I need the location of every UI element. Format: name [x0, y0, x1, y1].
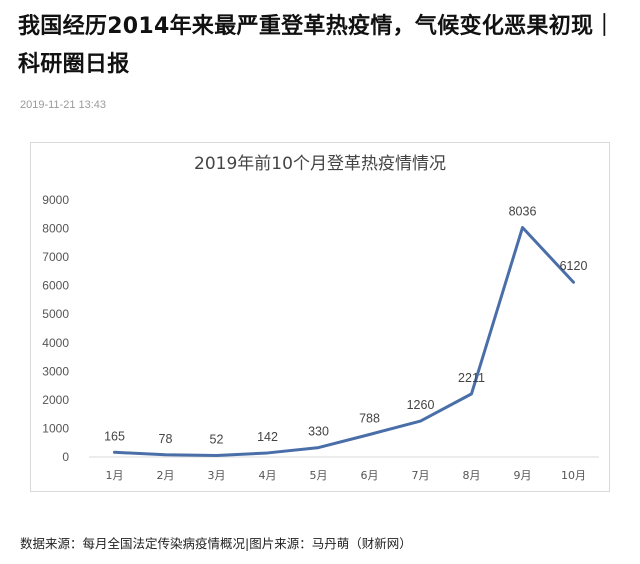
y-tick-label: 2000	[42, 393, 69, 407]
y-tick-label: 8000	[42, 222, 69, 236]
data-labels: 165 78 52 142 330 788 1260 2211 8036 6120	[104, 205, 587, 447]
x-tick-label: 4月	[259, 469, 277, 482]
data-label: 1260	[407, 398, 435, 412]
y-tick-label: 6000	[42, 279, 69, 293]
y-tick-label: 9000	[42, 193, 69, 207]
data-label: 6120	[560, 259, 588, 273]
data-label: 52	[210, 433, 224, 447]
dengue-cases-line	[113, 226, 575, 458]
x-tick-label: 6月	[361, 469, 379, 482]
x-tick-label: 2月	[157, 469, 175, 482]
y-tick-label: 1000	[42, 421, 69, 435]
data-label: 330	[308, 425, 329, 439]
data-label: 165	[104, 429, 125, 443]
y-tick-label: 7000	[42, 250, 69, 264]
x-tick-label: 9月	[514, 469, 532, 482]
chart-canvas: 2019年前10个月登革热疫情情况 0 1000 2000 3000 4000 5000 6…	[42, 154, 599, 482]
publish-timestamp: 2019-11-21 13:43	[20, 99, 107, 111]
x-tick-label: 8月	[463, 469, 481, 482]
source-caption: 数据来源：每月全国法定传染病疫情概况|图片来源：马丹萌（财新网）	[20, 536, 412, 551]
data-label: 78	[159, 432, 173, 446]
data-label: 2211	[458, 371, 485, 385]
x-tick-label: 7月	[412, 469, 430, 482]
data-label: 142	[257, 430, 278, 444]
x-axis-ticks: 1月 2月 3月 4月 5月 6月 7月 8月 9月 10月	[106, 469, 587, 482]
x-tick-label: 1月	[106, 469, 124, 482]
y-tick-label: 0	[62, 450, 69, 464]
y-tick-label: 3000	[42, 364, 69, 378]
x-tick-label: 5月	[310, 469, 328, 482]
y-tick-label: 5000	[42, 307, 69, 321]
x-tick-label: 10月	[561, 469, 586, 482]
x-tick-label: 3月	[208, 469, 226, 482]
y-tick-label: 4000	[42, 336, 69, 350]
chart-title: 2019年前10个月登革热疫情情况	[194, 154, 446, 174]
dengue-chart: 2019年前10个月登革热疫情情况 0 1000 2000 3000 4000 5000 6…	[30, 142, 610, 492]
data-label: 788	[359, 411, 380, 425]
article-title: 我国经历2014年来最严重登革热疫情，气候变化恶果初现｜科研圈日报	[18, 14, 616, 77]
data-label: 8036	[509, 205, 537, 219]
y-axis-ticks: 0 1000 2000 3000 4000 5000 6000 7000 8000 9000	[42, 193, 69, 464]
